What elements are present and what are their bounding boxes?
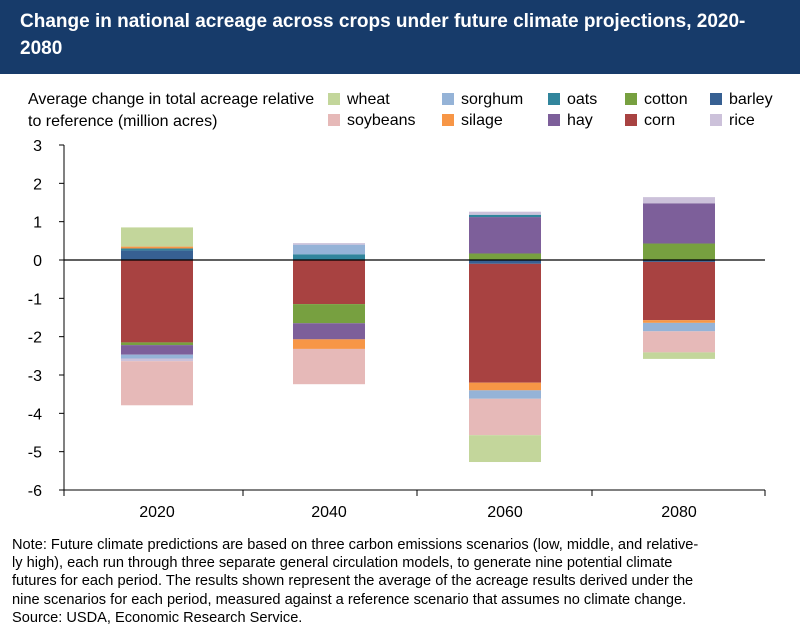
bar-2040-sorghum <box>293 244 365 255</box>
legend-swatch-oats <box>548 93 560 105</box>
legend-swatch-wheat <box>328 93 340 105</box>
legend-swatch-cotton <box>625 93 637 105</box>
legend-swatch-hay <box>548 114 560 126</box>
legend-label-corn: corn <box>644 112 675 129</box>
bar-2060-wheat <box>469 435 541 463</box>
bar-2020-sorghum <box>121 354 193 359</box>
x-tick-label-2020: 2020 <box>139 504 175 521</box>
legend-label-rice: rice <box>729 112 755 129</box>
bar-2040-silage <box>293 339 365 349</box>
note-line-4: nine scenarios for each period, measured… <box>12 591 687 608</box>
bar-2080-silage <box>643 320 715 323</box>
bar-2040-oats <box>293 254 365 260</box>
bar-2080-soybeans <box>643 331 715 353</box>
bar-2060-corn <box>469 263 541 383</box>
y-tick-label: 0 <box>33 253 42 270</box>
bar-2060-hay <box>469 217 541 254</box>
note-line-1: Note: Future climate predictions are bas… <box>12 537 699 553</box>
y-tick-label: 2 <box>33 176 42 193</box>
bar-2020-silage <box>121 246 193 249</box>
legend-swatch-corn <box>625 114 637 126</box>
x-tick-label-2040: 2040 <box>311 504 347 521</box>
bar-2020-soybeans <box>121 361 193 406</box>
legend-swatch-rice <box>710 114 722 126</box>
bar-2020-corn <box>121 260 193 343</box>
legend-swatch-soybeans <box>328 114 340 126</box>
y-tick-label: 1 <box>33 215 42 232</box>
bar-2040-rice <box>293 243 365 245</box>
legend-label-oats: oats <box>567 91 597 108</box>
chart-note: Note: Future climate predictions are bas… <box>12 536 792 627</box>
bar-2040-soybeans <box>293 348 365 385</box>
bar-2060-cotton <box>469 253 541 260</box>
legend-label-wheat: wheat <box>346 91 390 108</box>
axes-layer: 3 2 1 0 -1 -2 -3 -4 -5 -6 2020 2040 2060 2080 <box>28 138 766 521</box>
bar-2080-sorghum <box>643 322 715 332</box>
legend-label-soybeans: soybeans <box>347 112 416 129</box>
legend-label-barley: barley <box>729 91 773 108</box>
bars-layer <box>121 197 715 463</box>
bar-2020-barley <box>121 250 193 260</box>
y-tick-label: 3 <box>33 138 42 155</box>
legend-swatch-barley <box>710 93 722 105</box>
bar-2060-sorghum <box>469 390 541 399</box>
bar-2020-rice <box>121 358 193 362</box>
legend-label-cotton: cotton <box>644 91 688 108</box>
bar-2060-soybeans <box>469 398 541 436</box>
bar-2020-hay <box>121 345 193 355</box>
bar-2020-cotton <box>121 342 193 346</box>
legend-swatch-sorghum <box>442 93 454 105</box>
bar-2040-corn <box>293 260 365 305</box>
y-tick-label: -5 <box>28 445 42 462</box>
x-tick-label-2080: 2080 <box>661 504 697 521</box>
y-tick-label: -6 <box>28 483 42 500</box>
x-tick-label-2060: 2060 <box>487 504 523 521</box>
bar-2040-cotton <box>293 304 365 324</box>
title-banner: Change in national acreage across crops … <box>0 0 800 74</box>
bar-2060-rice <box>469 211 541 215</box>
bar-2080-barley <box>643 260 715 262</box>
bar-2060-barley <box>469 260 541 264</box>
bar-2060-silage <box>469 382 541 391</box>
legend-label-sorghum: sorghum <box>461 91 523 108</box>
y-tick-label: -1 <box>28 291 42 308</box>
bar-2080-corn <box>643 261 715 321</box>
bar-2040-hay <box>293 323 365 340</box>
bar-2080-rice <box>643 197 715 204</box>
bar-2080-hay <box>643 203 715 244</box>
y-tick-label: -3 <box>28 368 42 385</box>
chart-title: Change in national acreage across crops … <box>20 11 746 59</box>
source-line: Source: USDA, Economic Research Service. <box>12 609 303 626</box>
note-line-2: ly high), each run through three separat… <box>12 555 673 572</box>
note-line-3: futures for each period. The results sho… <box>12 573 694 590</box>
legend-label-hay: hay <box>567 112 593 129</box>
bar-2080-cotton <box>643 243 715 260</box>
bar-2080-wheat <box>643 352 715 359</box>
y-tick-label: -2 <box>28 330 42 347</box>
bar-2020-wheat <box>121 227 193 247</box>
legend: wheat sorghum oats cotton barley soybeans sila… <box>328 91 773 129</box>
legend-label-silage: silage <box>461 112 503 129</box>
y-axis-label: Average change in total acreage relative… <box>28 91 315 130</box>
bar-2060-oats <box>469 214 541 218</box>
legend-swatch-silage <box>442 114 454 126</box>
y-tick-label: -4 <box>28 406 42 423</box>
bar-2020-oats <box>121 248 193 251</box>
